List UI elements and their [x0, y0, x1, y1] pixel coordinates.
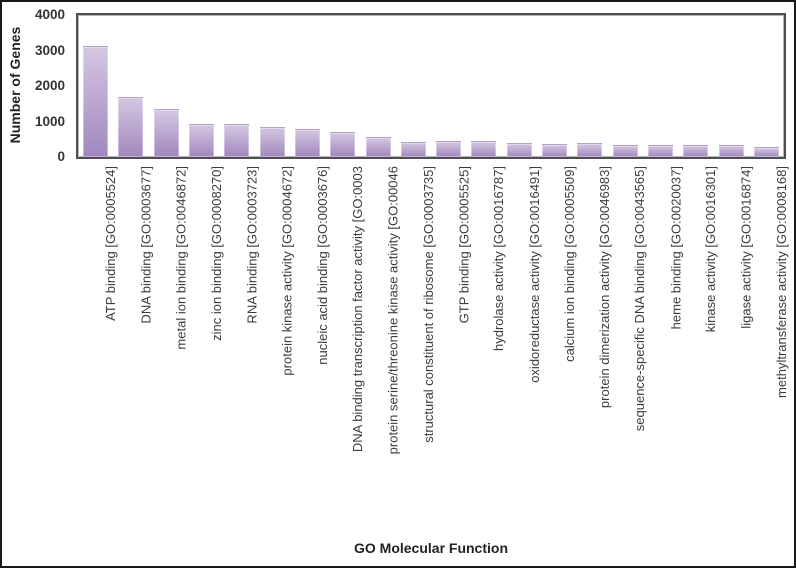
bar	[118, 97, 144, 157]
x-tick-label: metal ion binding [GO:0046872]	[173, 166, 189, 350]
bar	[224, 124, 250, 157]
bar	[471, 141, 497, 157]
x-tick-label: RNA binding [GO:0003723]	[244, 166, 260, 324]
x-tick-label: GTP binding [GO:0005525]	[456, 166, 472, 324]
x-tick-label: heme binding [GO:0020037]	[667, 166, 683, 330]
y-tick-label: 1000	[34, 113, 65, 129]
x-tick-label: protein kinase activity [GO:0004672]	[279, 166, 295, 376]
bar	[506, 143, 532, 157]
x-tick-label: protein serine/threonine kinase activity…	[385, 166, 401, 455]
bar	[259, 127, 285, 157]
bar	[189, 124, 215, 157]
bar	[718, 145, 744, 157]
x-tick-label: methyltransferase activity [GO:0008168]	[773, 166, 789, 398]
bar	[400, 142, 426, 157]
y-tick-label: 2000	[34, 78, 65, 93]
x-tick-label: zinc ion binding [GO:0008270]	[209, 166, 225, 341]
y-tick-label: 0	[57, 149, 65, 164]
y-tick-label: 3000	[34, 42, 65, 58]
y-axis-title: Number of Genes	[7, 26, 23, 144]
x-tick-label: calcium ion binding [GO:0005509]	[562, 166, 578, 362]
bar	[294, 129, 320, 157]
y-tick-label: 4000	[34, 7, 65, 22]
bar	[436, 141, 462, 157]
x-axis-title: GO Molecular Function	[353, 540, 509, 556]
bar	[83, 46, 109, 157]
x-tick-label: ATP binding [GO:0005524]	[103, 166, 119, 321]
bar	[647, 145, 673, 157]
bar	[330, 132, 356, 157]
bar	[753, 147, 779, 157]
bar	[542, 144, 568, 157]
x-tick-label: kinase activity [GO:0016301]	[703, 166, 719, 333]
bar	[365, 137, 391, 157]
x-tick-label: DNA binding transcription factor activit…	[350, 166, 366, 453]
x-tick-label: sequence-specific DNA binding [GO:004356…	[632, 166, 648, 432]
x-tick-label: ligase activity [GO:0016874]	[738, 166, 754, 329]
x-tick-label: protein dimerization activity [GO:004698…	[597, 166, 613, 409]
bar	[577, 143, 603, 157]
bar	[153, 109, 179, 157]
bar	[612, 145, 638, 157]
x-tick-label: structural constituent of ribosome [GO:0…	[420, 166, 436, 443]
x-tick-label: nucleic acid binding [GO:0003676]	[314, 166, 330, 365]
x-tick-label: DNA binding [GO:0003677]	[138, 166, 154, 324]
x-tick-label: hydrolase activity [GO:0016787]	[491, 166, 507, 351]
x-tick-label: oxidoreductase activity [GO:0016491]	[526, 166, 542, 383]
plot-area	[76, 13, 786, 159]
bar	[683, 145, 709, 157]
